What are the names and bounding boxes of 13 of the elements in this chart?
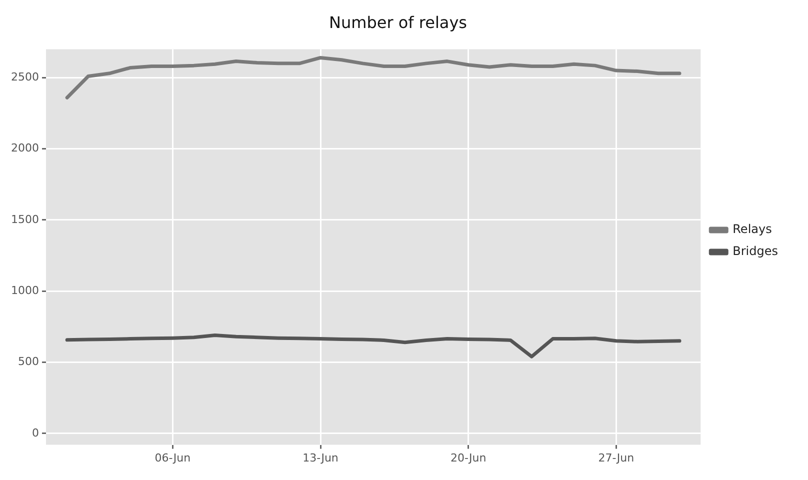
y-tick-label: 500 <box>18 355 39 368</box>
y-tick-label: 0 <box>32 426 39 440</box>
x-tick-label: 27-Jun <box>598 451 634 464</box>
x-tick-label: 20-Jun <box>450 451 486 464</box>
y-tick-label: 1500 <box>10 212 39 226</box>
y-tick-label: 2500 <box>10 70 39 84</box>
chart-title: Number of relays <box>329 12 467 32</box>
y-tick-label: 1000 <box>10 284 39 297</box>
legend-label: Relays <box>732 222 772 236</box>
x-tick-label: 13-Jun <box>302 451 338 464</box>
legend-label: Bridges <box>732 244 778 258</box>
y-tick-label: 2000 <box>10 142 39 155</box>
x-tick-label: 06-Jun <box>154 451 191 464</box>
